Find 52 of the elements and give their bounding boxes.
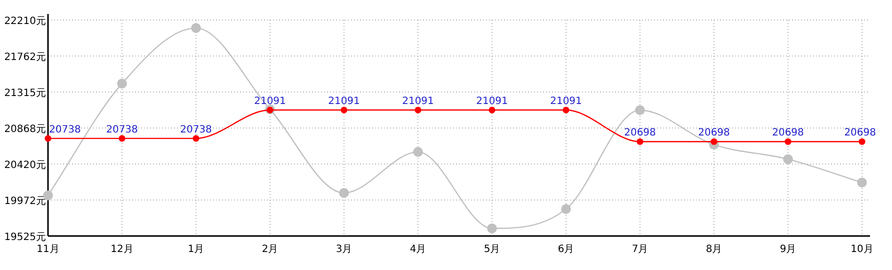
y-tick-label: 19972元 xyxy=(4,196,46,208)
x-tick-label: 8月 xyxy=(706,244,722,255)
y-tick-label: 20420元 xyxy=(4,160,46,171)
point xyxy=(857,178,867,188)
point xyxy=(561,204,571,214)
point xyxy=(414,106,422,114)
data-label: 20738 xyxy=(106,124,138,136)
point xyxy=(340,106,348,114)
point xyxy=(44,135,52,142)
point xyxy=(783,154,793,164)
x-tick-label: 4月 xyxy=(410,244,426,255)
x-tick-label: 6月 xyxy=(558,244,574,255)
y-tick-label: 21762元 xyxy=(4,52,46,64)
x-tick-label: 7月 xyxy=(632,244,648,255)
x-tick-label: 10月 xyxy=(850,244,874,255)
x-tick-label: 1月 xyxy=(188,244,204,255)
data-label: 20698 xyxy=(844,128,876,139)
point xyxy=(117,78,127,88)
data-label: 21091 xyxy=(254,96,286,108)
data-label: 20698 xyxy=(698,128,730,139)
point xyxy=(191,23,201,33)
data-label: 21091 xyxy=(328,96,360,108)
x-tick-label: 5月 xyxy=(484,244,500,255)
y-tick-label: 21315元 xyxy=(4,88,46,99)
y-tick-label: 22210元 xyxy=(4,16,46,27)
point xyxy=(487,223,497,234)
point xyxy=(710,138,718,145)
point xyxy=(562,106,570,114)
point xyxy=(192,135,200,142)
point xyxy=(488,106,496,114)
point xyxy=(635,105,645,115)
data-label: 20698 xyxy=(772,128,804,139)
point xyxy=(339,188,349,198)
point xyxy=(118,135,126,142)
y-tick-label: 20868元 xyxy=(4,124,46,135)
point xyxy=(266,106,274,114)
data-label: 20738 xyxy=(180,124,212,136)
x-tick-label: 9月 xyxy=(780,244,796,255)
x-tick-label: 11月 xyxy=(36,244,60,255)
x-tick-label: 2月 xyxy=(262,244,278,255)
point xyxy=(636,138,644,145)
point xyxy=(413,147,423,157)
data-label: 21091 xyxy=(550,96,582,108)
data-label: 20738 xyxy=(49,124,81,136)
y-tick-label: 19525元 xyxy=(4,232,46,243)
data-label: 20698 xyxy=(624,128,656,139)
x-tick-label: 12月 xyxy=(110,244,134,255)
data-label: 21091 xyxy=(476,96,508,108)
x-tick-label: 3月 xyxy=(336,244,352,255)
point xyxy=(858,138,866,145)
point xyxy=(784,138,792,145)
data-label: 21091 xyxy=(402,96,434,108)
